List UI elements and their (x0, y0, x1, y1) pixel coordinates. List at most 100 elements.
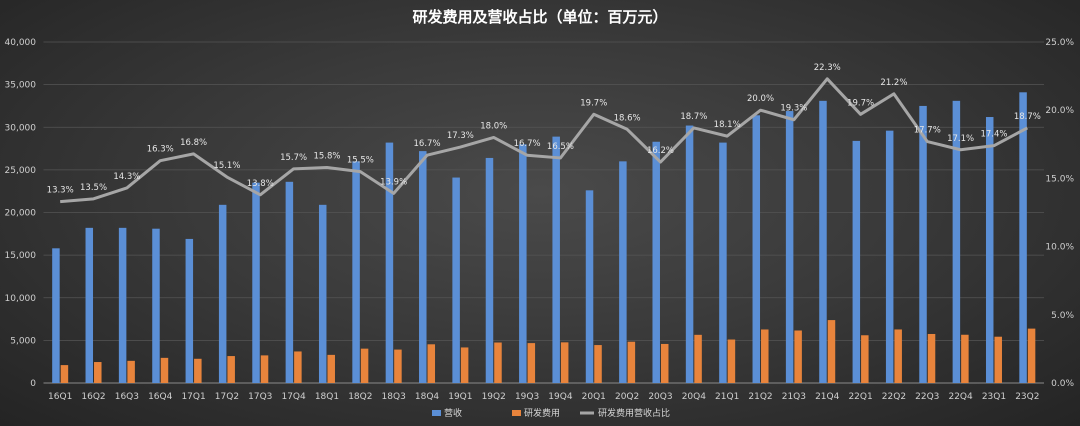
y-left-tick-label: 15,000 (5, 251, 37, 261)
revenue-bar (752, 115, 761, 383)
y-left-tick-label: 30,000 (5, 123, 37, 133)
ratio-data-label: 18.0% (480, 121, 507, 131)
rd-expense-bar (727, 339, 736, 383)
rd-expense-bar (460, 347, 469, 383)
ratio-line (60, 77, 1029, 204)
x-tick-label: 20Q2 (615, 392, 639, 402)
y-left-tick-label: 20,000 (5, 209, 37, 219)
revenue-bar (952, 100, 961, 383)
x-tick-label: 18Q1 (315, 392, 339, 402)
revenue-bar (218, 204, 227, 383)
rd-expense-bar (60, 365, 69, 383)
rd-expense-bar (894, 329, 902, 383)
x-tick-label: 23Q1 (982, 392, 1006, 402)
ratio-data-label: 17.4% (980, 130, 1007, 140)
rd-expense-bar (861, 335, 869, 383)
y-right-tick-label: 20.0% (1045, 106, 1074, 116)
ratio-data-label: 15.5% (347, 156, 374, 166)
ratio-data-label: 18.7% (1014, 112, 1041, 122)
ratio-data-label: 18.7% (680, 112, 707, 122)
rd-expense-bar (394, 349, 402, 383)
ratio-data-label: 17.7% (914, 126, 941, 136)
ratio-data-label: 22.3% (814, 63, 841, 73)
rd-expense-bar (494, 342, 502, 383)
x-tick-label: 17Q4 (281, 392, 306, 402)
ratio-data-label: 21.2% (880, 78, 907, 88)
revenue-bar (252, 182, 260, 383)
x-tick-label: 21Q4 (815, 392, 840, 402)
rd-expense-bar (694, 334, 702, 383)
x-tick-label: 19Q3 (515, 392, 539, 402)
rd-expense-bar (327, 354, 335, 383)
x-tick-label: 20Q4 (682, 392, 707, 402)
rd-expense-bar (961, 334, 969, 383)
revenue-bar (919, 105, 927, 383)
x-tick-label: 17Q2 (215, 392, 239, 402)
ratio-data-label: 16.8% (180, 138, 207, 148)
revenue-bar (85, 227, 94, 383)
y-left-tick-label: 35,000 (5, 81, 37, 91)
rd-expense-bar (927, 333, 936, 383)
x-tick-label: 17Q3 (248, 392, 272, 402)
revenue-bar (552, 136, 560, 383)
revenue-bar (819, 100, 827, 383)
ratio-data-label: 16.3% (147, 145, 174, 155)
revenue-bar (1019, 92, 1027, 384)
rd-expense-bar (994, 336, 1002, 383)
ratio-data-label: 16.7% (414, 139, 441, 149)
rd-expense-bar (594, 345, 602, 383)
legend: 营收 研发费用 研发费用营收占比 (432, 407, 670, 419)
x-tick-label: 22Q1 (848, 392, 872, 402)
revenue-bar (118, 227, 127, 383)
ratio-data-label: 14.3% (113, 172, 140, 182)
x-tick-label: 23Q2 (1015, 392, 1039, 402)
ratio-data-label: 13.3% (47, 186, 74, 196)
x-tick-label: 20Q1 (582, 392, 606, 402)
ratio-data-label: 18.6% (614, 113, 641, 123)
rd-expense-bar (761, 329, 769, 383)
x-tick-label: 19Q1 (448, 392, 472, 402)
y-right-tick-label: 0.0% (1051, 379, 1074, 389)
ratio-data-label: 19.3% (780, 104, 807, 114)
ratio-data-label: 15.7% (280, 153, 307, 163)
rd-expense-bar (194, 358, 202, 383)
revenue-bar (385, 142, 394, 383)
rd-expense-bar (160, 357, 169, 383)
revenue-bar (885, 130, 894, 383)
rd-expense-bar (560, 342, 569, 383)
ratio-data-label: 15.1% (213, 161, 240, 171)
x-tick-label: 22Q3 (915, 392, 939, 402)
rd-expense-bar (627, 341, 636, 383)
revenue-bar (185, 238, 194, 383)
x-tick-label: 17Q1 (181, 392, 205, 402)
rd-expense-bar (660, 343, 669, 383)
y-left-tick-label: 5,000 (10, 336, 36, 346)
revenue-bar (519, 144, 527, 383)
x-tick-label: 18Q2 (348, 392, 372, 402)
rd-expense-bar (827, 320, 836, 383)
rd-expense-bar (127, 360, 135, 383)
x-tick-label: 22Q2 (882, 392, 906, 402)
rd-expense-bar (427, 344, 436, 383)
x-tick-label: 21Q3 (782, 392, 806, 402)
x-tick-label: 19Q2 (482, 392, 506, 402)
legend-label-revenue: 营收 (444, 407, 462, 419)
rd-expense-bar (527, 343, 536, 383)
x-tick-label: 22Q4 (948, 392, 973, 402)
revenue-bar (652, 141, 660, 383)
revenue-bar (352, 161, 360, 383)
revenue-bar (719, 142, 727, 383)
y-right-tick-label: 5.0% (1051, 311, 1074, 321)
revenue-bar (419, 151, 427, 383)
rd-expense-bar (294, 351, 302, 383)
rd-expense-bar (360, 348, 369, 383)
chart-title: 研发费用及营收占比（单位：百万元） (412, 8, 667, 26)
x-tick-label: 18Q3 (382, 392, 406, 402)
ratio-data-label: 19.7% (580, 98, 607, 108)
x-tick-label: 16Q2 (81, 392, 105, 402)
ratio-data-label: 17.1% (947, 134, 974, 144)
x-tick-label: 21Q1 (715, 392, 739, 402)
ratio-data-label: 19.7% (847, 98, 874, 108)
x-tick-label: 16Q4 (148, 392, 173, 402)
